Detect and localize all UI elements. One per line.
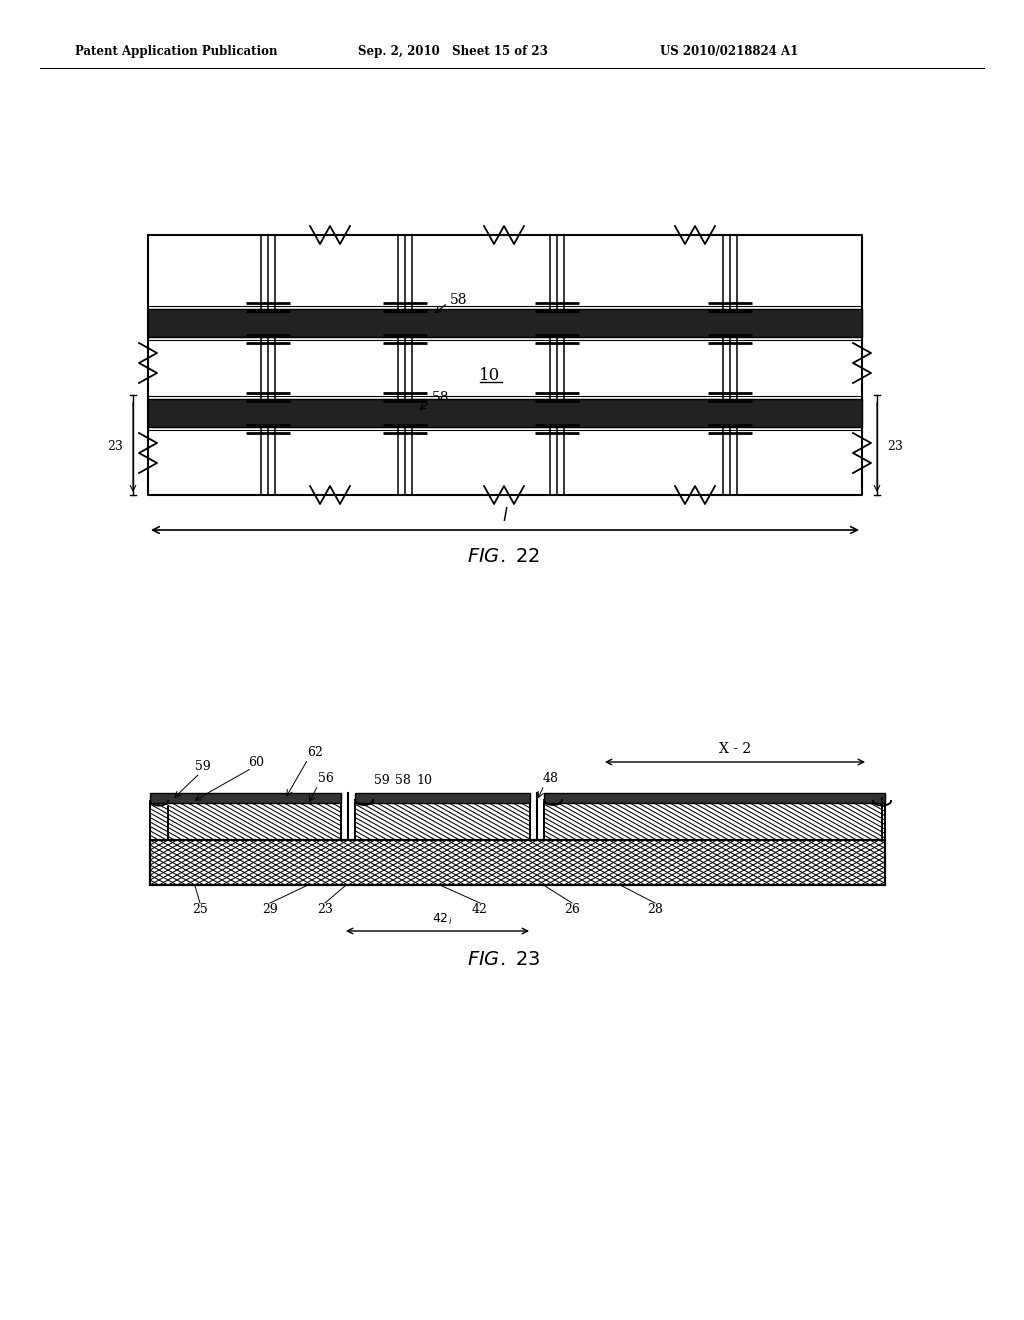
- Bar: [544, 803, 885, 840]
- Bar: [150, 803, 341, 840]
- Text: 60: 60: [248, 755, 264, 768]
- Text: Sep. 2, 2010   Sheet 15 of 23: Sep. 2, 2010 Sheet 15 of 23: [358, 45, 548, 58]
- Text: 29: 29: [262, 903, 278, 916]
- Text: 58: 58: [395, 775, 411, 788]
- Bar: [355, 793, 530, 803]
- Bar: [150, 840, 885, 884]
- Text: 58: 58: [450, 293, 468, 308]
- Text: 23: 23: [108, 441, 123, 454]
- Text: $\it{l}$: $\it{l}$: [502, 507, 508, 525]
- Text: $\it{FIG.\ 23}$: $\it{FIG.\ 23}$: [467, 950, 541, 969]
- Text: 59: 59: [195, 760, 211, 774]
- Text: 25: 25: [193, 903, 208, 916]
- Bar: [150, 803, 341, 840]
- Text: 59: 59: [374, 775, 390, 788]
- Text: 58: 58: [432, 391, 450, 405]
- Bar: [148, 309, 862, 337]
- Bar: [544, 803, 885, 840]
- Text: US 2010/0218824 A1: US 2010/0218824 A1: [660, 45, 799, 58]
- Text: 10: 10: [479, 367, 501, 384]
- Text: $42_i$: $42_i$: [432, 911, 453, 927]
- Text: X - 2: X - 2: [719, 742, 751, 756]
- Text: 48: 48: [543, 771, 559, 784]
- Bar: [355, 803, 530, 840]
- Bar: [150, 840, 885, 884]
- Text: Patent Application Publication: Patent Application Publication: [75, 45, 278, 58]
- Bar: [148, 399, 862, 426]
- Text: 62: 62: [307, 746, 323, 759]
- Bar: [544, 793, 885, 803]
- Text: 10: 10: [416, 775, 432, 788]
- Text: 23: 23: [887, 441, 903, 454]
- Text: 26: 26: [564, 903, 580, 916]
- Text: 42: 42: [472, 903, 488, 916]
- Bar: [355, 803, 530, 840]
- Text: $\it{FIG.\ 22}$: $\it{FIG.\ 22}$: [467, 548, 541, 566]
- Bar: [150, 793, 341, 803]
- Text: 23: 23: [317, 903, 333, 916]
- Text: 56: 56: [318, 772, 334, 785]
- Text: 28: 28: [647, 903, 663, 916]
